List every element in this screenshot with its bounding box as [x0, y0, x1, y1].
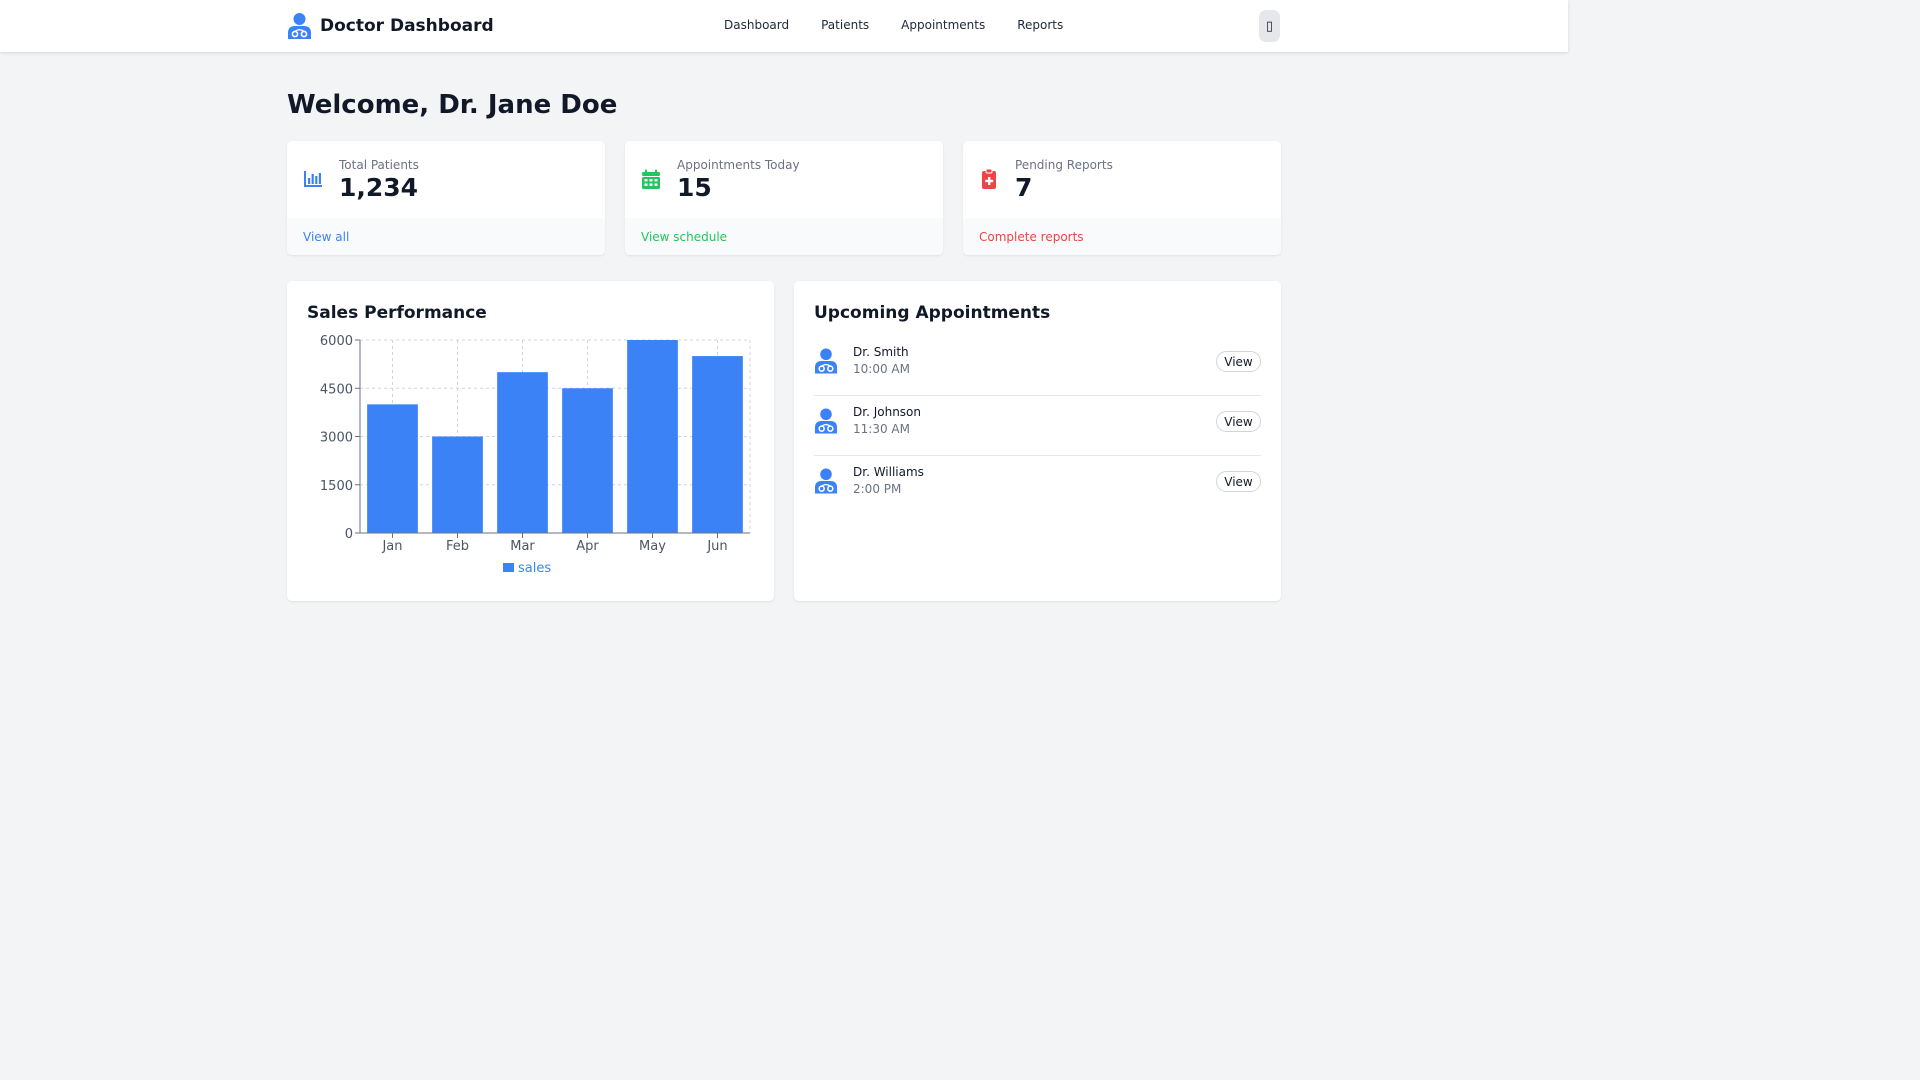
x-tick-label: May: [639, 539, 666, 554]
top-navbar: Doctor Dashboard Dashboard Patients Appo…: [0, 0, 1568, 52]
upcoming-appointments-panel: Upcoming Appointments Dr. Smith 10:00 AM…: [794, 281, 1281, 601]
stat-label: Total Patients: [339, 158, 419, 172]
y-tick-label: 1500: [320, 479, 353, 494]
doctor-icon: [814, 408, 838, 434]
doctor-icon: [814, 348, 838, 374]
bar-chart-icon: [304, 171, 322, 187]
y-tick-label: 6000: [320, 334, 353, 349]
x-tick-label: Apr: [576, 539, 599, 554]
appointment-name: Dr. Smith: [853, 345, 909, 359]
main-nav: Dashboard Patients Appointments Reports: [724, 18, 1095, 32]
x-tick-label: Jun: [706, 539, 727, 554]
doctor-icon: [288, 13, 311, 39]
view-button[interactable]: View: [1216, 351, 1261, 372]
stat-label: Pending Reports: [1015, 158, 1113, 172]
appointment-time: 11:30 AM: [853, 422, 910, 436]
appointment-time: 10:00 AM: [853, 362, 910, 376]
view-button[interactable]: View: [1216, 471, 1261, 492]
stat-card-appointments-today: Appointments Today 15 View schedule: [625, 141, 943, 255]
bar-may: [627, 340, 678, 533]
menu-icon: ▯: [1265, 18, 1274, 34]
nav-patients[interactable]: Patients: [821, 18, 870, 32]
x-tick-label: Mar: [510, 539, 535, 554]
bar-mar: [497, 372, 548, 533]
appointment-item: Dr. Smith 10:00 AM View: [814, 336, 1261, 396]
sales-performance-panel: Sales Performance 0 1500 3000 4500 6000 Jan Fe…: [287, 281, 774, 601]
x-tick-label: Jan: [381, 539, 402, 554]
doctor-icon: [814, 468, 838, 494]
y-tick-label: 0: [345, 527, 353, 542]
view-schedule-link[interactable]: View schedule: [641, 230, 728, 244]
menu-button[interactable]: ▯: [1259, 10, 1280, 42]
y-tick-label: 4500: [320, 382, 353, 397]
bar-jun: [692, 356, 743, 533]
x-tick-label: Feb: [446, 539, 469, 554]
panel-title: Sales Performance: [307, 303, 487, 323]
stat-value: 1,234: [339, 173, 419, 202]
y-tick-label: 3000: [320, 431, 353, 446]
nav-dashboard[interactable]: Dashboard: [724, 18, 790, 32]
view-button[interactable]: View: [1216, 411, 1261, 432]
bar-apr: [562, 388, 613, 533]
medical-clipboard-icon: [982, 169, 996, 189]
brand[interactable]: Doctor Dashboard: [287, 12, 494, 39]
bar-feb: [432, 436, 483, 533]
appointment-time: 2:00 PM: [853, 482, 902, 496]
complete-reports-link[interactable]: Complete reports: [979, 230, 1084, 244]
appointment-name: Dr. Williams: [853, 465, 924, 479]
stat-value: 7: [1015, 173, 1033, 202]
panel-title: Upcoming Appointments: [814, 303, 1051, 323]
nav-appointments[interactable]: Appointments: [901, 18, 986, 32]
page-title: Welcome, Dr. Jane Doe: [287, 90, 618, 120]
appointment-name: Dr. Johnson: [853, 405, 921, 419]
bar-jan: [367, 404, 418, 533]
stat-label: Appointments Today: [677, 158, 800, 172]
legend-swatch: [503, 563, 514, 572]
stat-card-total-patients: Total Patients 1,234 View all: [287, 141, 605, 255]
sales-bar-chart: 0 1500 3000 4500 6000 Jan Feb Mar Apr May Jun sales: [320, 334, 751, 576]
nav-reports[interactable]: Reports: [1017, 18, 1064, 32]
stat-card-pending-reports: Pending Reports 7 Complete reports: [963, 141, 1281, 255]
brand-title: Doctor Dashboard: [320, 15, 494, 36]
view-all-link[interactable]: View all: [303, 230, 350, 244]
legend-label: sales: [518, 561, 551, 576]
calendar-icon: [642, 169, 660, 189]
appointment-item: Dr. Johnson 11:30 AM View: [814, 396, 1261, 456]
stat-value: 15: [677, 173, 712, 202]
appointment-item: Dr. Williams 2:00 PM View: [814, 456, 1261, 516]
